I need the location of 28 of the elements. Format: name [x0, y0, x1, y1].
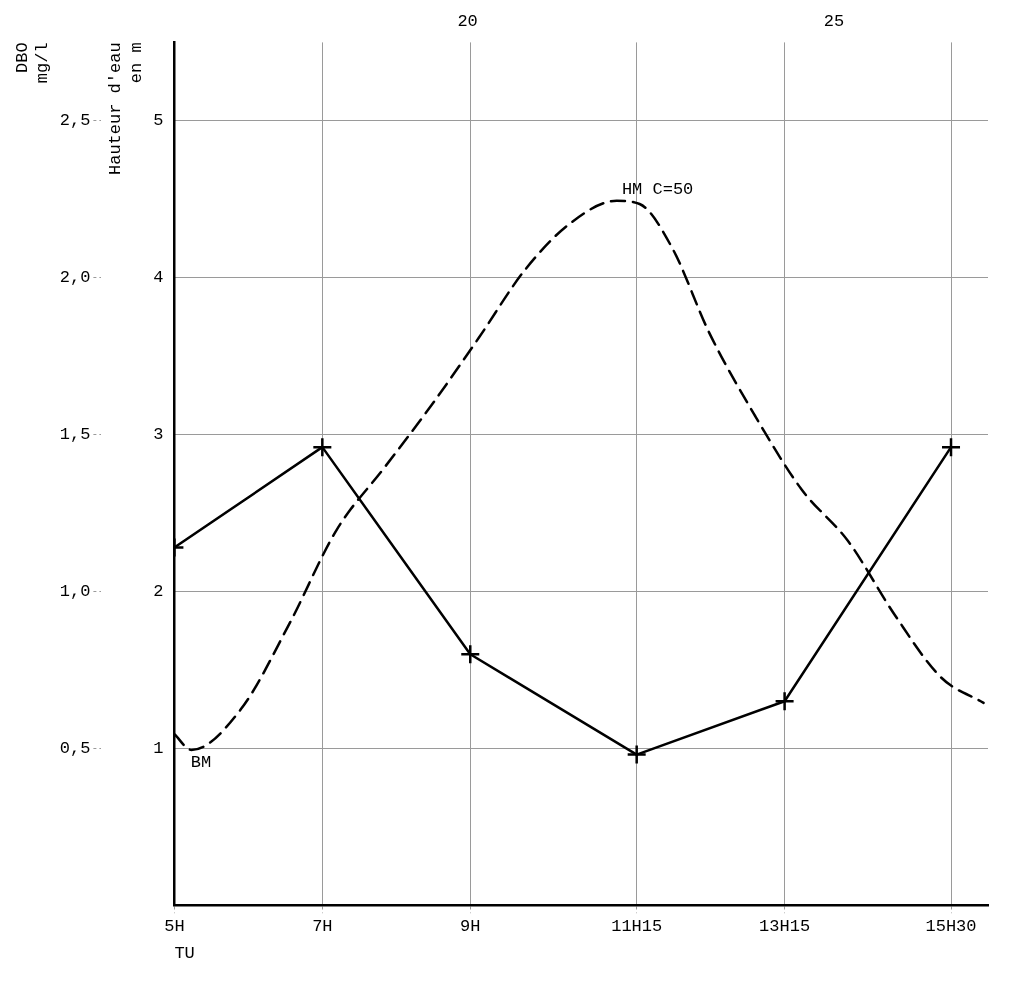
point	[774, 691, 795, 712]
y-tick-label: 1,0	[59, 581, 91, 601]
y-tick-label: 1,5	[59, 425, 91, 445]
y2-tick-label: 5	[153, 111, 164, 131]
y2-tick-label: 3	[153, 425, 164, 445]
point	[940, 436, 962, 458]
x-axis-title: TU	[174, 944, 195, 964]
x-tick-label: 7H	[312, 916, 333, 936]
annotation: HM C=50	[621, 179, 694, 199]
y2-axis-title: Hauteur d'eau en m	[106, 42, 146, 176]
x-tick-label: 13H15	[759, 916, 811, 936]
point	[626, 744, 647, 765]
x2-tick-label: 20	[457, 11, 478, 31]
x2-tick-label: 25	[823, 11, 845, 31]
point	[460, 643, 481, 665]
point	[312, 436, 333, 458]
x-tick-label: 11H15	[611, 916, 663, 936]
x-tick-label: 15H30	[925, 916, 977, 936]
y-tick-label: 0,5	[59, 738, 91, 758]
y2-tick-label: 2	[153, 581, 164, 601]
y-tick-label: 2,5	[59, 111, 91, 131]
y-axis-title: DBO mg/l	[12, 42, 53, 84]
x-tick-label: 9H	[460, 916, 481, 936]
x-tick-label: 5H	[164, 916, 185, 936]
y-tick-label: 2,0	[59, 268, 91, 288]
annotation: BM	[190, 753, 212, 773]
y2-tick-label: 4	[153, 268, 164, 288]
y2-tick-label: 1	[153, 738, 164, 758]
